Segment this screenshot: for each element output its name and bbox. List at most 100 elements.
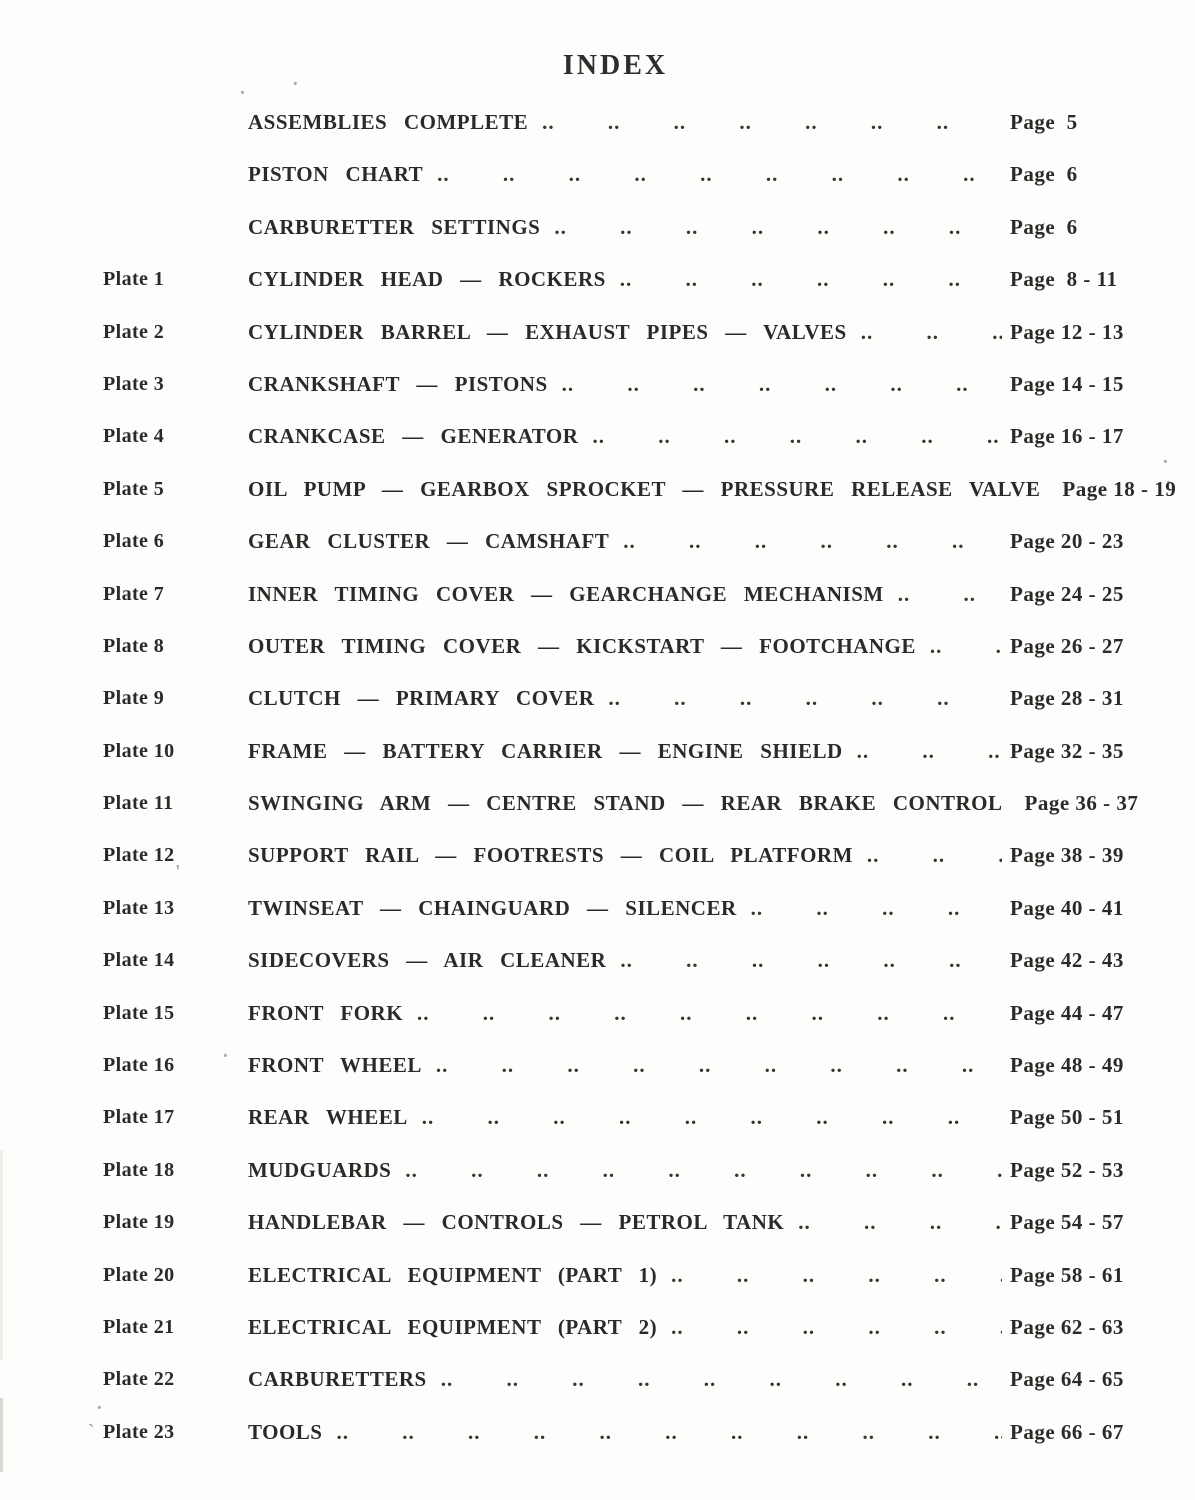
dot-leader: .. .. .. .. .. .. .. .. .. .. .. .. .. .…	[437, 162, 1002, 187]
page-reference: Page 14 - 15	[1010, 371, 1124, 396]
entry-title: ASSEMBLIES COMPLETE	[248, 110, 529, 134]
entry-title: SWINGING ARM — CENTRE STAND — REAR BRAKE…	[248, 791, 1003, 816]
dot-leader: .. .. .. .. .. .. .. .. .. .. .. .. .. .…	[542, 110, 1002, 134]
plate-number: Plate 14	[103, 949, 175, 972]
page-reference: Page 44 - 47	[1010, 1000, 1124, 1025]
dot-leader: .. .. .. .. .. .. .. .. .. .. .. .. .. .…	[440, 1367, 1002, 1392]
page-reference: Page 62 - 63	[1010, 1314, 1124, 1339]
index-row: Plate 7 INNER TIMING COVER — GEARCHANGE …	[103, 568, 1195, 620]
index-row: Plate 3 CRANKSHAFT — PISTONS .. .. .. ..…	[103, 358, 1195, 410]
plate-number: Plate 3	[103, 372, 165, 395]
page-reference: Page 32 - 35	[1010, 738, 1124, 763]
entry-title: TOOLS	[248, 1419, 323, 1444]
dot-leader: .. .. .. .. .. .. .. .. .. .. .. .. .. .…	[750, 895, 1002, 920]
dot-leader: .. .. .. .. .. .. .. .. .. .. .. .. .. .…	[435, 1053, 1002, 1078]
plate-number: Plate 1	[103, 268, 165, 291]
dot-leader: .. .. .. .. .. .. .. .. .. .. .. .. .. .…	[623, 529, 1002, 554]
scan-speck: ·	[292, 73, 299, 95]
scan-speck: .	[1166, 467, 1171, 489]
plate-number	[103, 201, 248, 253]
plate-number: Plate 21	[103, 1315, 175, 1338]
plate-number: Plate 13	[103, 896, 175, 919]
dot-leader: .. .. .. .. .. .. .. .. .. .. .. .. .. .…	[620, 948, 1002, 973]
entry-title: FRONT FORK	[248, 1000, 404, 1025]
entry-title: OUTER TIMING COVER — KICKSTART — FOOTCHA…	[248, 633, 916, 658]
entry-title: HANDLEBAR — CONTROLS — PETROL TANK	[248, 1210, 785, 1235]
page-reference: Page 20 - 23	[1010, 529, 1124, 554]
entry-title: GEAR CLUSTER — CAMSHAFT	[248, 529, 610, 554]
dot-leader	[1003, 777, 1017, 829]
index-row: Plate 5 OIL PUMP — GEARBOX SPROCKET — PR…	[103, 463, 1195, 515]
page-reference: Page 26 - 27	[1010, 633, 1124, 658]
plate-number: Plate 7	[103, 582, 165, 605]
page-reference: Page 38 - 39	[1010, 843, 1124, 868]
index-row: Plate 12 SUPPORT RAIL — FOOTRESTS — COIL…	[103, 829, 1195, 881]
index-row: Plate 9 CLUTCH — PRIMARY COVER .. .. .. …	[103, 672, 1195, 724]
page-reference: Page 64 - 65	[1010, 1367, 1124, 1392]
index-row: Plate 2 CYLINDER BARREL — EXHAUST PIPES …	[103, 306, 1195, 358]
entry-title: SUPPORT RAIL — FOOTRESTS — COIL PLATFORM	[248, 843, 853, 868]
entry-title: CARBURETTERS	[248, 1367, 427, 1392]
page-reference: Page 16 - 17	[1010, 424, 1124, 449]
entry-title: ELECTRICAL EQUIPMENT (PART 2)	[248, 1314, 658, 1339]
index-row: Plate 21 ELECTRICAL EQUIPMENT (PART 2) .…	[103, 1301, 1195, 1353]
index-row: CARBURETTER SETTINGS .. .. .. .. .. .. .…	[103, 201, 1195, 253]
dot-leader: .. .. .. .. .. .. .. .. .. .. .. .. .. .…	[860, 319, 1002, 344]
dot-leader: .. .. .. .. .. .. .. .. .. .. .. .. .. .…	[554, 214, 1002, 239]
page-reference: Page 24 - 25	[1010, 581, 1124, 606]
plate-number: Plate 6	[103, 530, 165, 553]
entry-title: CARBURETTER SETTINGS	[248, 214, 541, 239]
index-row: PISTON CHART .. .. .. .. .. .. .. .. .. …	[103, 148, 1195, 200]
plate-number: Plate 19	[103, 1211, 175, 1234]
plate-number: Plate 16	[103, 1054, 175, 1077]
page-reference: Page 48 - 49	[1010, 1053, 1124, 1078]
entry-title: TWINSEAT — CHAINGUARD — SILENCER	[248, 895, 737, 920]
plate-number: Plate 12	[103, 844, 175, 867]
entry-title: REAR WHEEL	[248, 1105, 408, 1130]
page-reference: Page 54 - 57	[1010, 1210, 1124, 1235]
page-reference: Page 6	[1010, 162, 1078, 187]
page-reference: Page 18 - 19	[1062, 476, 1177, 501]
entry-title: CYLINDER HEAD — ROCKERS	[248, 267, 606, 292]
plate-number: Plate 23	[103, 1420, 175, 1443]
page-reference: Page 42 - 43	[1010, 948, 1124, 973]
scan-edge-mark	[0, 1150, 3, 1360]
dot-leader: .. .. .. .. .. .. .. .. .. .. .. .. .. .…	[929, 633, 1002, 658]
dot-leader	[1040, 463, 1054, 515]
index-row: Plate 11 SWINGING ARM — CENTRE STAND — R…	[103, 777, 1195, 829]
plate-number	[103, 96, 248, 148]
index-row: Plate 20 ELECTRICAL EQUIPMENT (PART 1) .…	[103, 1249, 1195, 1301]
entry-title: ELECTRICAL EQUIPMENT (PART 1)	[248, 1262, 658, 1287]
scan-speck: ·	[96, 1397, 103, 1419]
scan-speck: `	[88, 1421, 95, 1443]
entry-title: PISTON CHART	[248, 162, 424, 187]
entry-title: CRANKCASE — GENERATOR	[248, 424, 579, 449]
dot-leader: .. .. .. .. .. .. .. .. .. .. .. .. .. .…	[866, 843, 1002, 868]
scan-speck: .	[240, 77, 245, 99]
index-row: Plate 6 GEAR CLUSTER — CAMSHAFT .. .. ..…	[103, 515, 1195, 567]
scan-speck: ·	[1162, 451, 1169, 473]
plate-number: Plate 20	[103, 1263, 175, 1286]
dot-leader: .. .. .. .. .. .. .. .. .. .. .. .. .. .…	[671, 1262, 1002, 1287]
plate-number: Plate 2	[103, 320, 165, 343]
page-reference: Page 52 - 53	[1010, 1157, 1124, 1182]
page-reference: Page 58 - 61	[1010, 1262, 1124, 1287]
index-row: Plate 8 OUTER TIMING COVER — KICKSTART —…	[103, 620, 1195, 672]
index-row: Plate 13 TWINSEAT — CHAINGUARD — SILENCE…	[103, 882, 1195, 934]
page-reference: Page 12 - 13	[1010, 319, 1124, 344]
entry-title: OIL PUMP — GEARBOX SPROCKET — PRESSURE R…	[248, 476, 1041, 501]
plate-number: Plate 10	[103, 739, 175, 762]
dot-leader: .. .. .. .. .. .. .. .. .. .. .. .. .. .…	[671, 1314, 1002, 1339]
page-reference: Page 36 - 37	[1024, 791, 1139, 816]
scan-edge-mark	[0, 1398, 3, 1472]
page-reference: Page 8 - 11	[1010, 267, 1118, 292]
dot-leader: .. .. .. .. .. .. .. .. .. .. .. .. .. .…	[561, 371, 1002, 396]
dot-leader: .. .. .. .. .. .. .. .. .. .. .. .. .. .…	[421, 1105, 1002, 1130]
index-row: Plate 18 MUDGUARDS .. .. .. .. .. .. .. …	[103, 1144, 1195, 1196]
page-reference: Page 66 - 67	[1010, 1419, 1124, 1444]
dot-leader: .. .. .. .. .. .. .. .. .. .. .. .. .. .…	[619, 267, 1002, 292]
index-row: Plate 1 CYLINDER HEAD — ROCKERS .. .. ..…	[103, 253, 1195, 305]
entry-title: FRONT WHEEL	[248, 1053, 422, 1078]
plate-number: Plate 9	[103, 687, 165, 710]
